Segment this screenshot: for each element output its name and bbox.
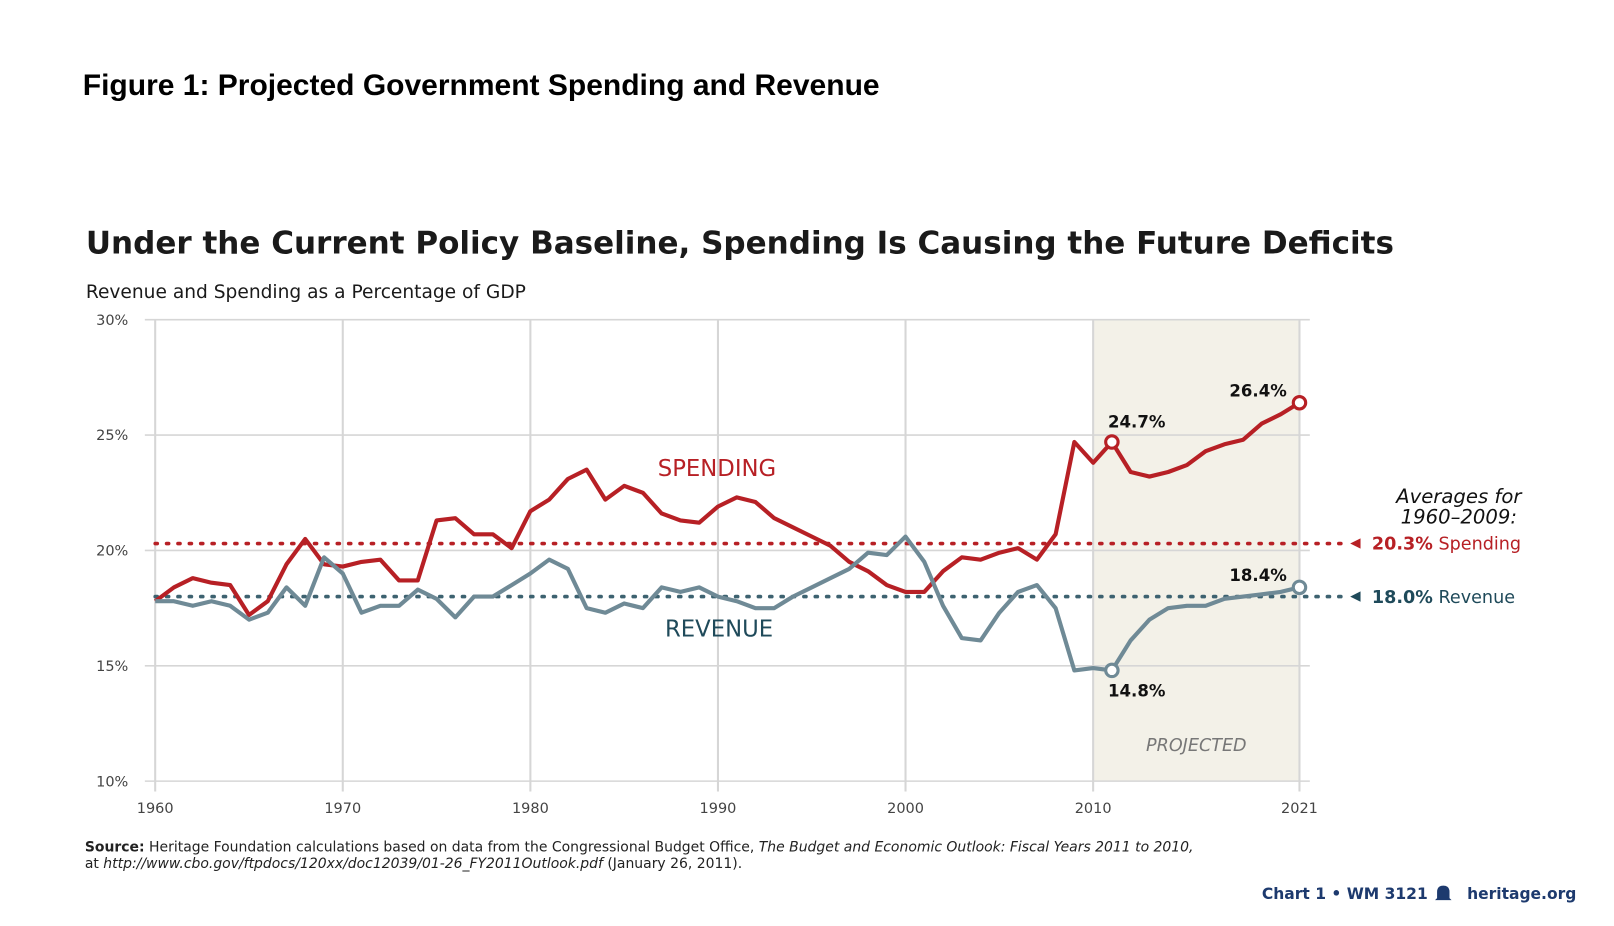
footer-chart-id: Chart 1 • WM 3121 [1262,885,1428,903]
annotation-marker [1104,662,1120,679]
liberty-bell-icon [1435,885,1452,901]
x-tick-label: 2010 [1075,801,1112,817]
source-url[interactable]: http://www.cbo.gov/ftpdocs/120xx/doc1203… [103,856,605,872]
x-tick-label: 1970 [324,801,361,817]
annotation-label: 18.4% [1229,566,1287,585]
y-tick-label: 15% [96,659,128,675]
average-label-spending: 20.3% Spending [1372,535,1521,555]
x-tick-label: 1980 [512,801,549,817]
source-date: (January 26, 2011). [607,856,742,872]
averages-heading-2: 1960–2009: [1401,506,1517,529]
average-value: 20.3% [1372,535,1433,555]
chart-subtitle: Revenue and Spending as a Percentage of … [86,282,526,303]
source-at: at [85,856,100,872]
y-tick-label: 20% [96,544,128,560]
annotation-label: 26.4% [1229,382,1287,401]
y-tick-label: 30% [96,313,128,329]
average-text: Spending [1438,535,1521,555]
source-line-1: Source: Heritage Foundation calculations… [85,840,1194,856]
chart-title: Under the Current Policy Baseline, Spend… [86,225,1394,261]
x-tick-label: 1990 [700,801,737,817]
arrow-left-icon [1350,538,1361,549]
average-label-revenue: 18.0% Revenue [1372,588,1515,608]
source-publication: The Budget and Economic Outlook: Fiscal … [759,840,1194,856]
source-label: Source: [85,840,145,856]
averages-heading-1: Averages for [1394,485,1523,508]
series-label-revenue: REVENUE [665,616,773,642]
average-text: Revenue [1438,588,1515,608]
annotation-marker [1104,434,1120,450]
source-text: Heritage Foundation calculations based o… [149,840,754,856]
series-label-spending: SPENDING [658,456,776,482]
x-tick-label: 2000 [887,801,924,817]
annotation-label: 14.8% [1108,681,1166,700]
annotation-marker [1291,395,1308,411]
average-value: 18.0% [1372,588,1433,608]
x-tick-label: 1960 [137,801,174,817]
annotation-label: 24.7% [1108,413,1166,432]
x-tick-label: 2021 [1281,801,1318,817]
y-tick-label: 10% [96,774,128,790]
arrow-left-icon [1350,591,1361,602]
source-line-2: at http://www.cbo.gov/ftpdocs/120xx/doc1… [85,856,742,872]
footer-site[interactable]: heritage.org [1467,885,1576,903]
plot-area: PROJECTED 10% 15% 20% 25% 30% 1960 1970 1980 1990… [96,313,1521,817]
y-tick-label: 25% [96,428,128,444]
annotation-marker [1291,579,1308,596]
projected-label: PROJECTED [1146,736,1247,756]
figure-caption: Figure 1: Projected Government Spending … [83,69,880,102]
